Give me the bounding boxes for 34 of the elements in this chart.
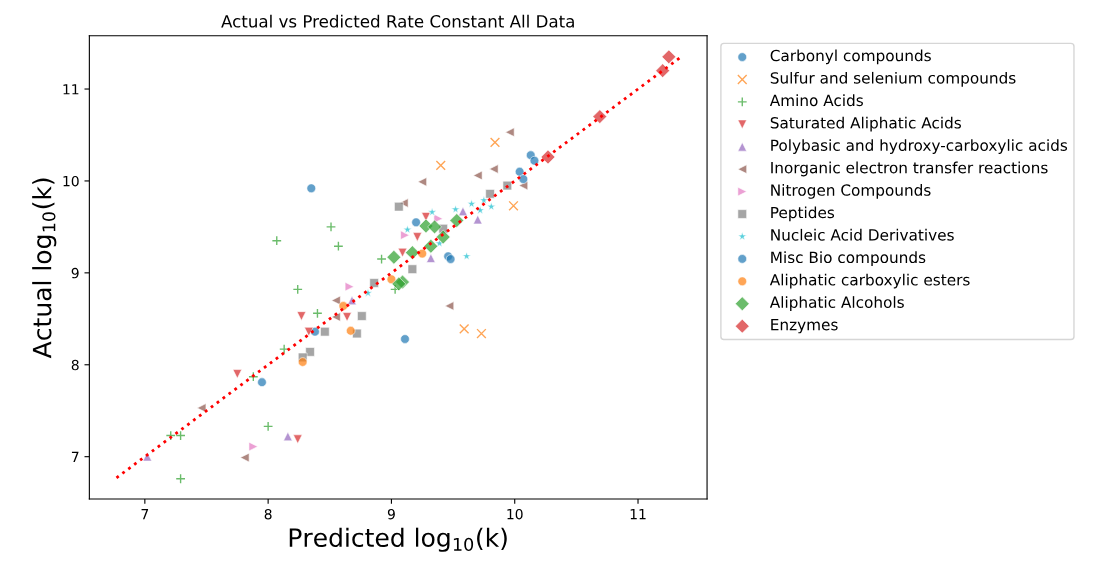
x-tick-label: 8: [264, 508, 272, 520]
legend-label: Carbonyl compounds: [770, 49, 931, 65]
legend-label: Saturated Aliphatic Acids: [770, 116, 961, 132]
y-tick-label: 7: [71, 451, 79, 462]
y-tick-label: 9: [71, 267, 79, 279]
legend-label: Aliphatic Alcohols: [769, 296, 904, 311]
legend-label: Nucleic Acid Derivatives: [771, 228, 954, 241]
point: [263, 421, 274, 432]
legend-label: Enzymes: [771, 319, 838, 334]
point: [459, 323, 470, 335]
legend-label: Sulfur and selenium compounds: [770, 71, 1016, 87]
y-tick-label: 11: [63, 84, 79, 95]
y-tick-label: 10: [63, 175, 79, 187]
legend-label: Nitrogen Compounds: [771, 184, 931, 199]
point: [508, 200, 519, 211]
point: [489, 137, 501, 148]
point: [376, 253, 387, 265]
point: [435, 160, 446, 171]
point: [476, 328, 487, 339]
legend-label: Misc Bio compounds: [771, 251, 926, 267]
point: [325, 221, 337, 232]
x-tick-label: 10: [507, 508, 523, 520]
x-tick-label: 11: [630, 509, 646, 520]
legend-label: Amino Acids: [769, 94, 863, 107]
legend-label: Inorganic electron transfer reactions: [771, 161, 1048, 177]
x-axis-title: Predicted log$_{10}$(k): [289, 527, 507, 552]
y-tick-label: 8: [71, 359, 79, 371]
x-tick-label: 9: [387, 508, 395, 520]
legend-label: Polybasic and hydroxy-carboxylic acids: [771, 139, 1068, 154]
x-tick-label: 7: [141, 509, 149, 520]
legend-label: Aliphatic carboxylic esters: [769, 273, 970, 289]
chart-title: Actual vs Predicted Rate Constant All Data: [221, 14, 574, 28]
y-axis-title: Actual log$_{10}$(k): [32, 178, 57, 359]
legend-label: Peptides: [771, 206, 835, 222]
